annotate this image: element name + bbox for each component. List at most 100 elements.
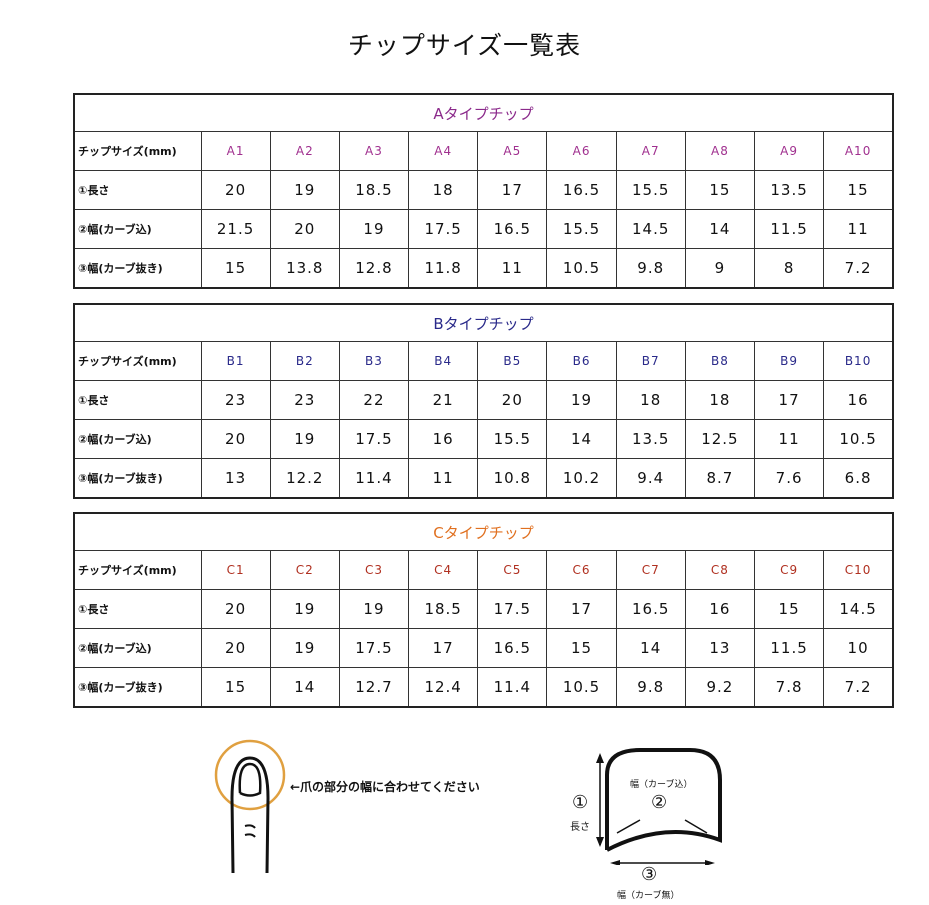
table-row: ①長さ 20 19 18.5 18 17 16.5 15.5 15 13.5 15 <box>73 170 894 210</box>
size-code: C10 <box>823 550 894 590</box>
value-cell: 9.8 <box>615 667 686 708</box>
value-cell: 12.8 <box>338 248 410 289</box>
value-cell: 7.2 <box>823 248 894 289</box>
value-cell: 14 <box>269 667 340 708</box>
table-title-row: Cタイプチップ <box>73 512 894 551</box>
value-cell: 19 <box>269 419 340 459</box>
value-cell: 10.5 <box>546 667 617 708</box>
page-title: チップサイズ一覧表 <box>347 31 582 60</box>
value-cell: 14 <box>615 628 686 668</box>
size-code: B10 <box>823 341 894 381</box>
row-label: ②幅(カーブ込) <box>73 628 202 668</box>
width-curve-label: 幅（カーブ込） <box>630 780 693 790</box>
size-header-row: チップサイズ(mm) B1 B2 B3 B4 B5 B6 B7 B8 B9 B10 <box>73 341 894 381</box>
table-row: ②幅(カーブ込) 20 19 17.5 16 15.5 14 13.5 12.5 11 10.5 <box>73 419 894 459</box>
value-cell: 11.4 <box>477 667 548 708</box>
value-cell: 9.2 <box>684 667 756 708</box>
value-cell: 11.8 <box>408 248 479 289</box>
value-cell: 19 <box>269 628 340 668</box>
value-cell: 14 <box>684 209 756 249</box>
size-code: C6 <box>546 550 617 590</box>
value-cell: 15.5 <box>615 170 686 210</box>
table-title: Aタイプチップ <box>73 93 894 132</box>
value-cell: 10.2 <box>546 458 617 499</box>
size-code: A5 <box>477 131 548 171</box>
value-cell: 18.5 <box>338 170 410 210</box>
value-cell: 6.8 <box>823 458 894 499</box>
value-cell: 11.5 <box>753 209 825 249</box>
finger-outline <box>230 756 270 874</box>
curve-arrows <box>616 819 708 834</box>
size-code: C4 <box>408 550 479 590</box>
value-cell: 13 <box>684 628 756 668</box>
row-label: ①長さ <box>73 170 202 210</box>
value-cell: 18 <box>615 380 686 420</box>
size-code: C9 <box>753 550 825 590</box>
value-cell: 15 <box>200 248 271 289</box>
size-code: C8 <box>684 550 756 590</box>
size-code: B4 <box>408 341 479 381</box>
value-cell: 17 <box>477 170 548 210</box>
row-label: ③幅(カーブ抜き) <box>73 248 202 289</box>
size-code: C7 <box>615 550 686 590</box>
size-code: B9 <box>753 341 825 381</box>
row-label: ①長さ <box>73 589 202 629</box>
value-cell: 17.5 <box>408 209 479 249</box>
size-table-a: Aタイプチップ チップサイズ(mm) A1 A2 A3 A4 A5 A6 A7 A8 A9 A10 ①長… <box>73 93 894 289</box>
value-cell: 16.5 <box>615 589 686 629</box>
value-cell: 11 <box>477 248 548 289</box>
value-cell: 9.8 <box>615 248 686 289</box>
value-cell: 19 <box>269 170 340 210</box>
value-cell: 15 <box>753 589 825 629</box>
table-row: ③幅(カーブ抜き) 13 12.2 11.4 11 10.8 10.2 9.4 8.7 7.6 6.… <box>73 458 894 499</box>
size-code: B8 <box>684 341 756 381</box>
size-table-c: Cタイプチップ チップサイズ(mm) C1 C2 C3 C4 C5 C6 C7 C8 C9 C10 ①長… <box>73 512 894 708</box>
value-cell: 7.2 <box>823 667 894 708</box>
length-number: ① <box>572 792 589 813</box>
finger-illustration <box>214 739 286 874</box>
table-row: ③幅(カーブ抜き) 15 14 12.7 12.4 11.4 10.5 9.8 9.2 7.8 7.… <box>73 667 894 708</box>
size-code: B7 <box>615 341 686 381</box>
size-code: B1 <box>200 341 271 381</box>
value-cell: 18.5 <box>408 589 479 629</box>
value-cell: 16 <box>684 589 756 629</box>
size-code: A9 <box>753 131 825 171</box>
value-cell: 13.5 <box>615 419 686 459</box>
value-cell: 9 <box>684 248 756 289</box>
value-cell: 10 <box>823 628 894 668</box>
value-cell: 17.5 <box>477 589 548 629</box>
value-cell: 16.5 <box>546 170 617 210</box>
value-cell: 19 <box>269 589 340 629</box>
value-cell: 13.8 <box>269 248 340 289</box>
value-cell: 12.2 <box>269 458 340 499</box>
size-code: A7 <box>615 131 686 171</box>
value-cell: 18 <box>408 170 479 210</box>
value-cell: 15.5 <box>477 419 548 459</box>
value-cell: 14.5 <box>823 589 894 629</box>
value-cell: 20 <box>477 380 548 420</box>
value-cell: 10.8 <box>477 458 548 499</box>
value-cell: 15 <box>200 667 271 708</box>
value-cell: 23 <box>200 380 271 420</box>
value-cell: 10.5 <box>546 248 617 289</box>
size-code: B2 <box>269 341 340 381</box>
value-cell: 14 <box>546 419 617 459</box>
row-label: チップサイズ(mm) <box>73 341 202 381</box>
nail-outline <box>238 762 262 797</box>
value-cell: 11 <box>753 419 825 459</box>
value-cell: 16.5 <box>477 209 548 249</box>
value-cell: 20 <box>200 419 271 459</box>
value-cell: 22 <box>338 380 410 420</box>
table-row: ②幅(カーブ込) 20 19 17.5 17 16.5 15 14 13 11.5 10 <box>73 628 894 668</box>
value-cell: 16 <box>408 419 479 459</box>
size-code: A8 <box>684 131 756 171</box>
value-cell: 17 <box>546 589 617 629</box>
size-code: A4 <box>408 131 479 171</box>
nail-diagram <box>596 748 722 865</box>
value-cell: 19 <box>546 380 617 420</box>
nail-shape <box>605 748 722 852</box>
size-header-row: チップサイズ(mm) C1 C2 C3 C4 C5 C6 C7 C8 C9 C10 <box>73 550 894 590</box>
value-cell: 23 <box>269 380 340 420</box>
table-row: ①長さ 23 23 22 21 20 19 18 18 17 16 <box>73 380 894 420</box>
value-cell: 13 <box>200 458 271 499</box>
